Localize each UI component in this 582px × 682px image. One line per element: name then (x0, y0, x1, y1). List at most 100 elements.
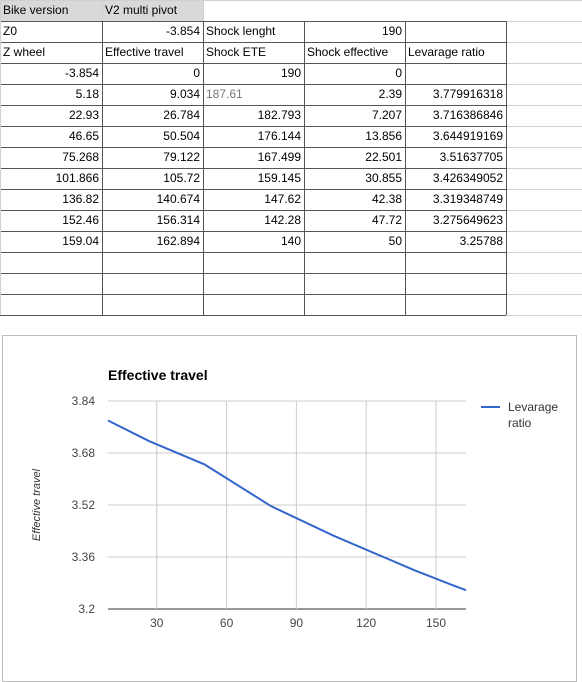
row-line (0, 210, 506, 211)
cell: -3.854 (165, 24, 200, 38)
cell: 2.39 (378, 87, 402, 101)
cell: 3.25788 (459, 234, 503, 248)
row-line (506, 273, 582, 274)
cell: 3.779916318 (432, 87, 503, 101)
cell: 46.65 (68, 129, 99, 143)
row-line (0, 42, 506, 43)
row-line (506, 105, 582, 106)
chart-frame (2, 335, 577, 682)
y-tick-label: 3.68 (72, 446, 96, 460)
cell: 50 (388, 234, 402, 248)
row-line (506, 126, 582, 127)
cell: Z wheel (3, 45, 46, 59)
cell: V2 multi pivot (105, 3, 178, 17)
col-line (102, 21, 103, 315)
cell: 3.644919169 (432, 129, 503, 143)
cell: 190 (280, 66, 301, 80)
col-line (506, 21, 507, 315)
cell: 79.122 (163, 150, 200, 164)
col-line (405, 21, 406, 315)
x-tick-label: 90 (290, 616, 304, 630)
col-line (203, 0, 204, 21)
cell-highlight (0, 0, 203, 21)
x-tick-label: 60 (220, 616, 234, 630)
row-line (506, 0, 582, 1)
row-line (506, 315, 582, 316)
cell: 75.268 (62, 150, 99, 164)
row-line (506, 147, 582, 148)
cell: 30.855 (365, 171, 402, 185)
row-line (0, 147, 506, 148)
cell: 190 (381, 24, 402, 38)
cell: 140 (280, 234, 301, 248)
cell: 3.426349052 (432, 171, 503, 185)
cell: 156.314 (156, 213, 200, 227)
row-line (506, 189, 582, 190)
cell: 50.504 (163, 129, 200, 143)
row-line (0, 126, 506, 127)
row-line (506, 252, 582, 253)
cell: 140.674 (156, 192, 200, 206)
col-line (304, 21, 305, 315)
cell: 152.46 (62, 213, 99, 227)
row-line (506, 294, 582, 295)
series-line (107, 419, 467, 592)
cell: 142.28 (264, 213, 301, 227)
row-line (0, 252, 506, 253)
y-tick-label: 3.36 (72, 550, 96, 564)
y-tick-label: 3.52 (72, 498, 96, 512)
cell: 26.784 (163, 108, 200, 122)
row-line (0, 273, 506, 274)
cell: Z0 (3, 24, 18, 38)
cell: 167.499 (257, 150, 301, 164)
row-line (0, 21, 506, 22)
y-axis-label: Effective travel (31, 468, 43, 541)
row-line (0, 84, 506, 85)
cell: 176.144 (257, 129, 301, 143)
y-tick-label: 3.84 (72, 394, 96, 408)
row-line (0, 294, 506, 295)
row-line (0, 315, 506, 316)
cell: 162.894 (156, 234, 200, 248)
row-line (506, 210, 582, 211)
cell: 0 (395, 66, 402, 80)
cell: 42.38 (371, 192, 402, 206)
row-line (0, 189, 506, 190)
cell: 0 (193, 66, 200, 80)
row-line (0, 231, 506, 232)
spreadsheet: Bike version V2 multi pivot Z0 -3.854 Shock … (0, 0, 582, 330)
cell: 159.145 (257, 171, 301, 185)
row-line (506, 63, 582, 64)
cell: Shock lenght (206, 24, 276, 38)
chart-title: Effective travel (108, 367, 208, 383)
cell: 22.93 (68, 108, 99, 122)
row-line (506, 168, 582, 169)
cell: 187.61 (206, 87, 243, 101)
row-line (0, 105, 506, 106)
cell: 159.04 (62, 234, 99, 248)
cell: Levarage ratio (408, 45, 485, 59)
cell: Shock ETE (206, 45, 267, 59)
row-line (0, 63, 506, 64)
x-tick-label: 120 (356, 616, 376, 630)
row-line (506, 84, 582, 85)
cell: 7.207 (371, 108, 402, 122)
row-line (506, 42, 582, 43)
cell: 13.856 (365, 129, 402, 143)
cell: 22.501 (365, 150, 402, 164)
cell: Shock effective (307, 45, 389, 59)
row-line (0, 168, 506, 169)
y-tick-label: 3.2 (78, 602, 95, 616)
cell: 9.034 (169, 87, 200, 101)
x-tick-label: 150 (426, 616, 446, 630)
cell: 101.866 (55, 171, 99, 185)
cell: -3.854 (64, 66, 99, 80)
cell: 3.716386846 (432, 108, 503, 122)
cell: 47.72 (371, 213, 402, 227)
cell: 5.18 (75, 87, 99, 101)
row-line (506, 231, 582, 232)
cell: Bike version (3, 3, 69, 17)
legend-label: Levarage ratio (508, 400, 559, 430)
